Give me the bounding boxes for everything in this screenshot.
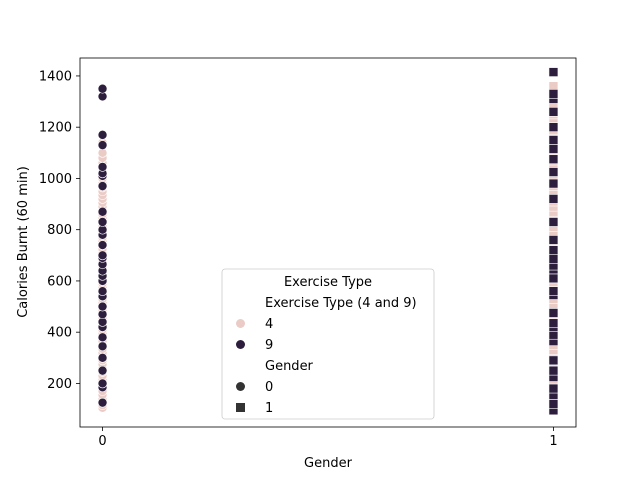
scatter-point xyxy=(97,341,108,352)
scatter-point xyxy=(548,399,559,409)
scatter-point xyxy=(548,194,559,204)
y-tick-label: 200 xyxy=(47,377,72,392)
scatter-point xyxy=(548,383,559,394)
y-axis: 200 400 600 800 1000 1200 1400 xyxy=(39,69,80,392)
y-axis-label: Calories Burnt (60 min) xyxy=(16,166,31,318)
y-tick-label: 1000 xyxy=(39,172,72,187)
scatter-point xyxy=(548,273,559,284)
scatter-point xyxy=(548,122,559,132)
legend-label-gender-0: 0 xyxy=(265,380,273,395)
scatter-point xyxy=(548,89,559,99)
scatter-point xyxy=(548,167,559,177)
legend-style-header: Gender xyxy=(265,359,314,374)
scatter-point xyxy=(97,250,108,261)
legend: Exercise Type Exercise Type (4 and 9) 4 … xyxy=(221,268,435,420)
scatter-point xyxy=(97,206,108,217)
scatter-point xyxy=(97,217,108,227)
legend-box xyxy=(221,268,435,420)
scatter-point xyxy=(548,107,559,117)
scatter-point xyxy=(97,286,108,296)
scatter-point xyxy=(548,286,559,296)
scatter-point xyxy=(97,365,108,376)
scatter-point xyxy=(548,254,559,264)
scatter-point xyxy=(97,301,108,312)
scatter-point xyxy=(548,217,559,227)
scatter-point xyxy=(548,355,559,366)
legend-label-9: 9 xyxy=(265,338,273,353)
x-tick-label: 0 xyxy=(98,434,106,449)
y-tick-label: 1400 xyxy=(39,69,72,84)
scatter-point xyxy=(97,83,108,94)
scatter-point xyxy=(548,365,559,376)
scatter-point xyxy=(548,67,559,77)
legend-marker-4 xyxy=(236,319,245,328)
legend-title: Exercise Type xyxy=(284,275,372,290)
y-tick-label: 600 xyxy=(47,274,72,289)
legend-label-gender-1: 1 xyxy=(265,401,273,416)
plot-frame xyxy=(79,57,577,428)
scatter-point xyxy=(97,140,108,150)
legend-marker-gender-1 xyxy=(236,403,245,412)
scatter-point xyxy=(97,181,108,191)
scatter-point xyxy=(548,245,559,255)
scatter-point xyxy=(97,332,108,343)
legend-marker-9 xyxy=(236,340,245,349)
scatter-point xyxy=(548,178,559,189)
scatter-point xyxy=(97,353,108,363)
scatter-point xyxy=(548,154,559,165)
legend-label-4: 4 xyxy=(265,317,273,332)
data-points xyxy=(97,67,559,416)
scatter-point xyxy=(97,162,108,172)
scatter-point xyxy=(97,130,108,140)
scatter-point xyxy=(548,318,559,329)
scatter-point xyxy=(97,397,108,408)
legend-marker-gender-0 xyxy=(236,382,245,391)
scatter-point xyxy=(97,378,108,389)
y-tick-label: 400 xyxy=(47,326,72,341)
legend-hue-header: Exercise Type (4 and 9) xyxy=(265,296,417,311)
x-axis-label: Gender xyxy=(304,456,353,471)
scatter-point xyxy=(548,144,559,154)
scatter-point xyxy=(548,235,559,245)
scatter-point xyxy=(548,308,559,318)
scatter-point xyxy=(97,240,108,250)
y-tick-label: 800 xyxy=(47,223,72,238)
scatter-point xyxy=(548,135,559,145)
y-tick-label: 1200 xyxy=(39,121,72,136)
x-tick-label: 1 xyxy=(549,434,557,449)
